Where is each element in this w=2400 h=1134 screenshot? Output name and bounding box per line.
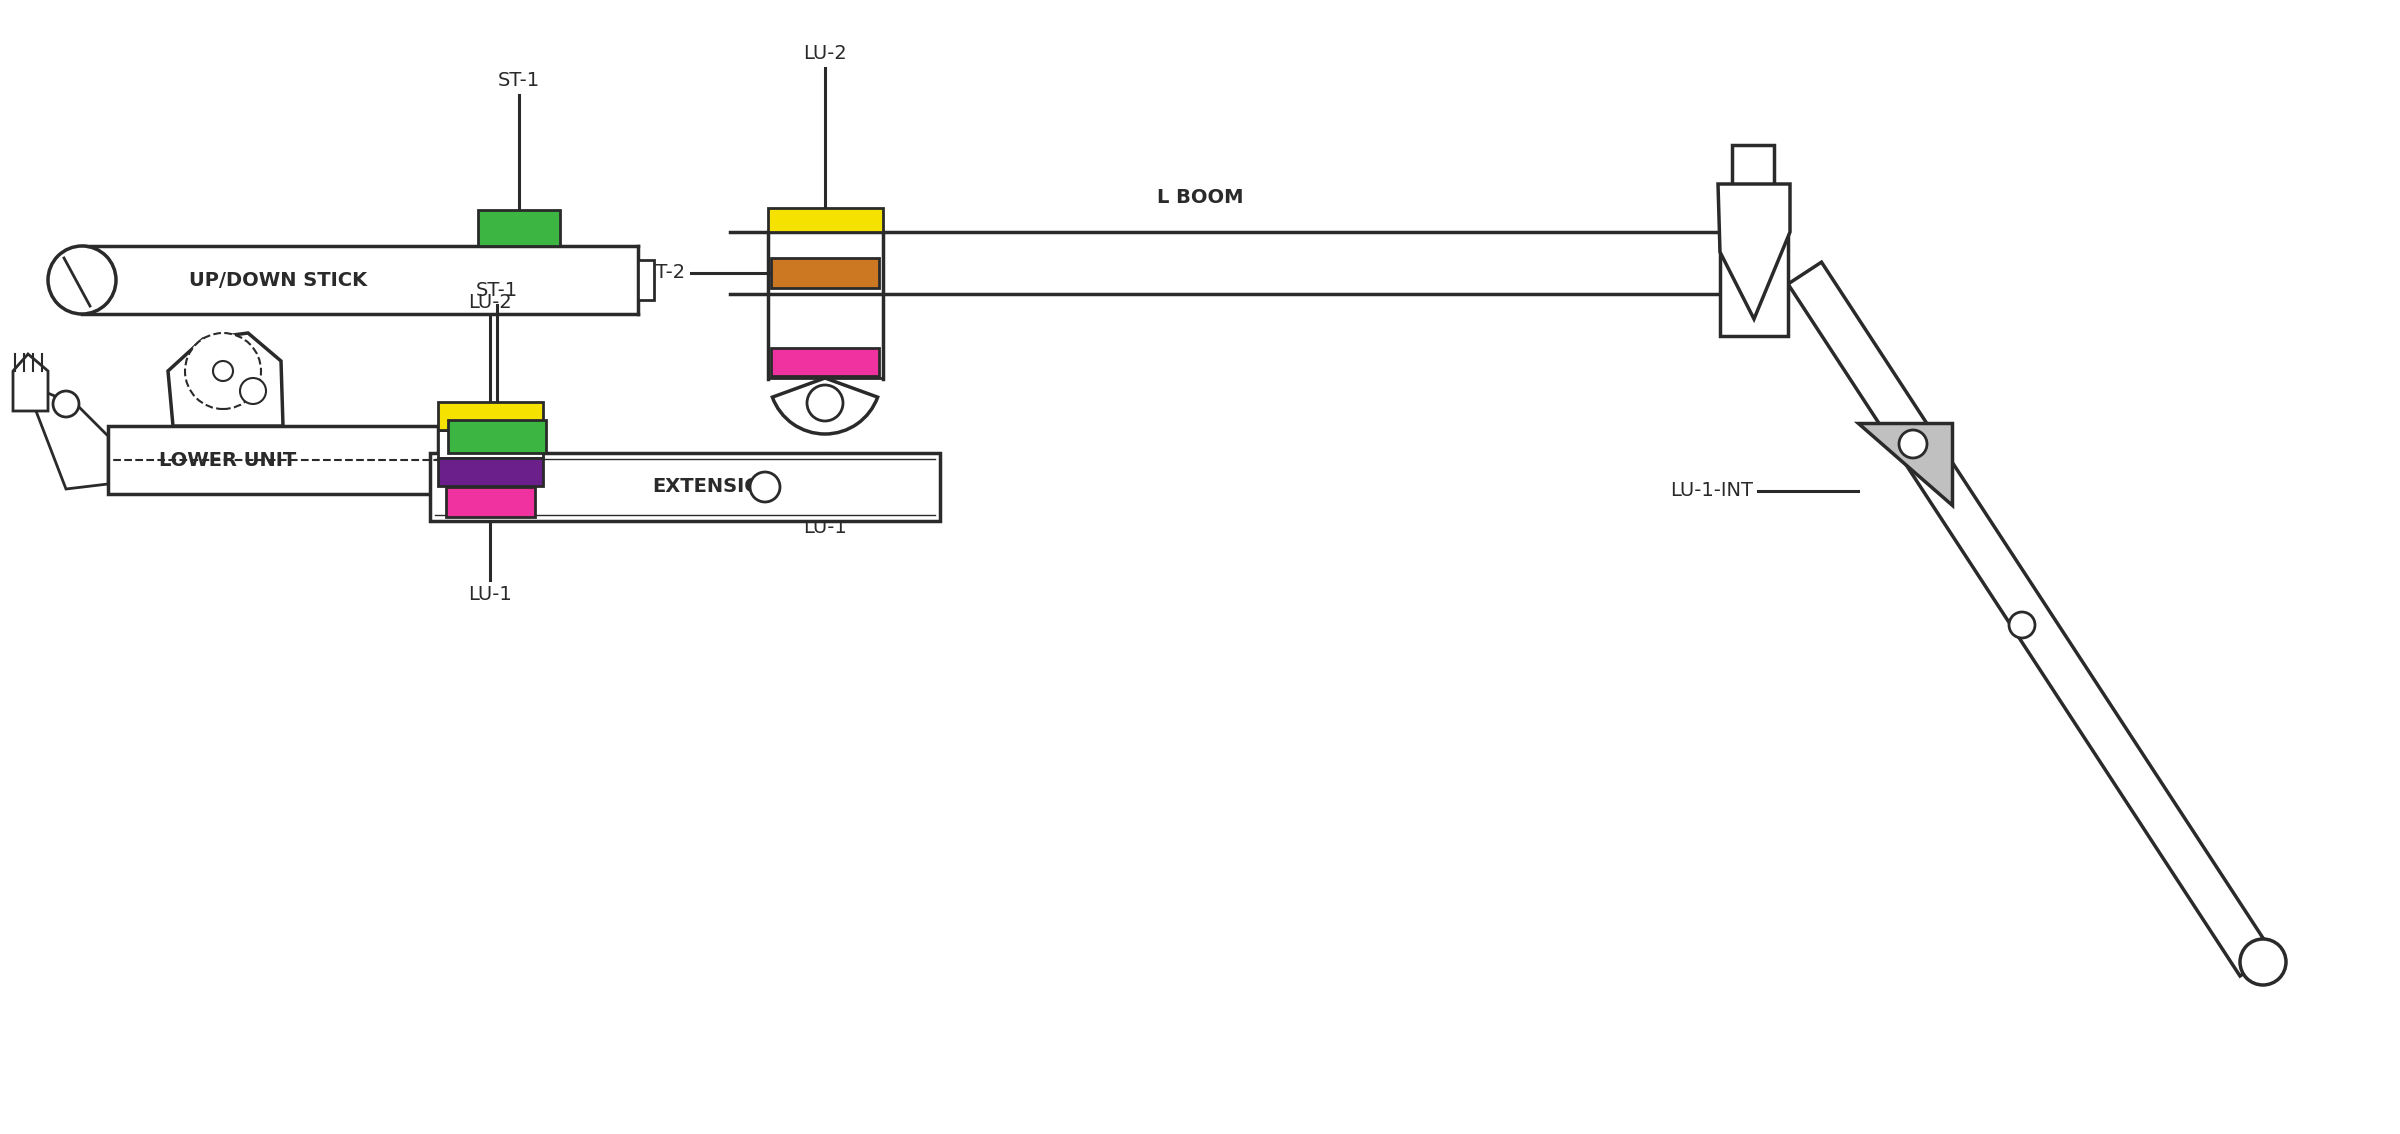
Polygon shape xyxy=(36,391,108,489)
Bar xyxy=(638,260,653,301)
Text: LU71: LU71 xyxy=(602,463,648,481)
Circle shape xyxy=(240,378,266,404)
Polygon shape xyxy=(1858,423,1951,505)
Bar xyxy=(768,208,883,232)
Bar xyxy=(1721,191,1788,336)
Text: LU-1: LU-1 xyxy=(804,518,847,538)
Circle shape xyxy=(53,391,79,417)
Text: LU-1-INT: LU-1-INT xyxy=(1670,482,1752,500)
Bar xyxy=(1733,145,1774,191)
Circle shape xyxy=(806,386,842,421)
Circle shape xyxy=(2009,612,2035,638)
Bar xyxy=(108,426,439,494)
Polygon shape xyxy=(1788,262,2273,976)
Circle shape xyxy=(214,361,233,381)
Text: LU-2: LU-2 xyxy=(468,293,511,312)
Circle shape xyxy=(749,472,780,502)
Polygon shape xyxy=(12,354,48,411)
Text: L BOOM: L BOOM xyxy=(1157,188,1243,208)
Circle shape xyxy=(1898,430,1927,458)
Text: EXTENSION: EXTENSION xyxy=(653,477,778,497)
Bar xyxy=(430,452,941,521)
Polygon shape xyxy=(168,333,283,426)
Bar xyxy=(439,430,542,458)
Text: LOWER UNIT: LOWER UNIT xyxy=(158,450,298,469)
Bar xyxy=(449,420,547,452)
Bar xyxy=(439,401,542,430)
Bar xyxy=(446,486,535,517)
Text: LU-2: LU-2 xyxy=(804,44,847,64)
Circle shape xyxy=(48,246,115,314)
Wedge shape xyxy=(773,378,878,434)
Circle shape xyxy=(2239,939,2285,985)
Bar xyxy=(770,259,878,288)
Text: ST-1: ST-1 xyxy=(497,71,540,90)
Bar xyxy=(439,458,542,486)
Bar xyxy=(770,348,878,376)
Bar xyxy=(478,210,559,246)
Polygon shape xyxy=(1718,184,1790,319)
Text: LU-1: LU-1 xyxy=(468,585,511,604)
Circle shape xyxy=(185,333,262,409)
Text: ST-2: ST-2 xyxy=(643,263,686,282)
Text: UP/DOWN STICK: UP/DOWN STICK xyxy=(190,271,367,289)
Text: ST-1: ST-1 xyxy=(475,281,518,301)
